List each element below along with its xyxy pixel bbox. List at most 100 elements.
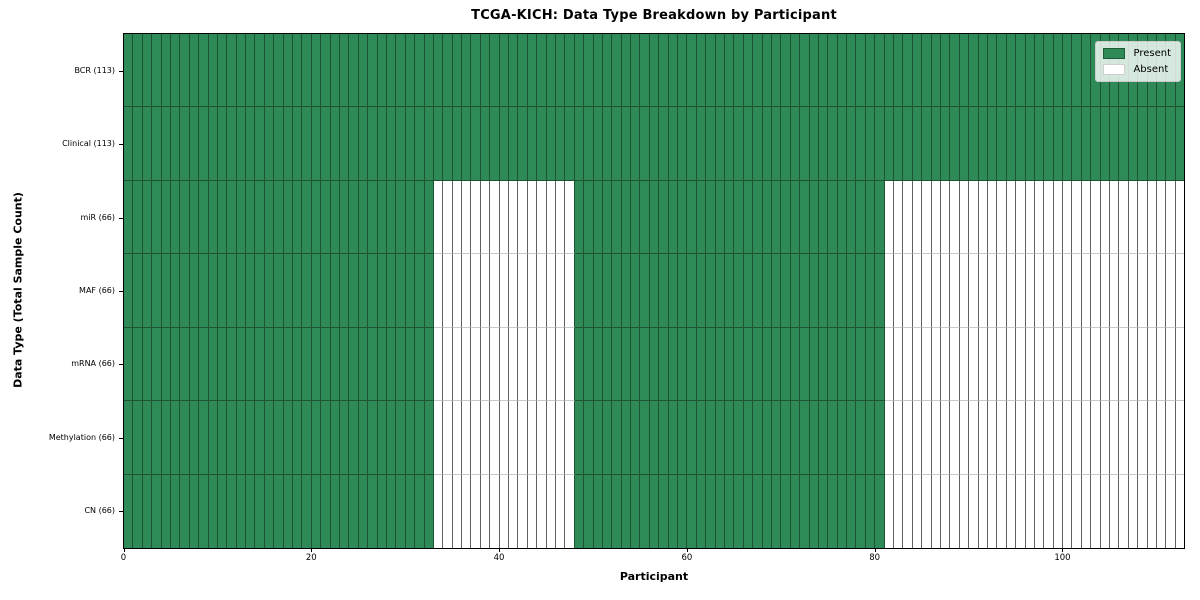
heatmap-cell (818, 474, 829, 548)
heatmap-cell (471, 180, 481, 255)
heatmap-cell (293, 180, 303, 255)
heatmap-cell (621, 401, 632, 475)
heatmap-cell (987, 34, 998, 108)
heatmap-cell (771, 180, 782, 255)
heatmap-cell (283, 34, 294, 108)
heatmap-cell (687, 180, 697, 255)
heatmap-cell (818, 180, 829, 255)
heatmap-cell (1025, 474, 1035, 548)
heatmap-cell (969, 254, 979, 328)
heatmap-cell (283, 180, 294, 255)
heatmap-cell (922, 401, 932, 475)
heatmap-cell (612, 254, 622, 328)
heatmap-cell (621, 327, 632, 402)
heatmap-cell (837, 401, 848, 475)
heatmap-cell (424, 327, 434, 402)
heatmap-cell (499, 474, 510, 548)
heatmap-cell (170, 107, 181, 181)
heatmap-cell (1034, 254, 1045, 328)
legend-absent-label: Absent (1133, 64, 1169, 75)
heatmap-cell (922, 107, 932, 181)
heatmap-cell (762, 107, 772, 181)
heatmap-cell (396, 401, 406, 475)
x-tick-mark (1062, 548, 1064, 552)
heatmap-cell (640, 180, 650, 255)
heatmap-cell (884, 180, 895, 255)
heatmap-cell (1147, 107, 1157, 181)
x-tick-label: 80 (869, 553, 881, 563)
heatmap-cell (678, 254, 688, 328)
heatmap-cell (903, 401, 913, 475)
heatmap-cell (847, 254, 857, 328)
heatmap-cell (940, 327, 951, 402)
heatmap-cell (386, 327, 397, 402)
heatmap-cell (386, 254, 397, 328)
heatmap-cell (1166, 254, 1176, 328)
heatmap-cell (452, 107, 463, 181)
heatmap-cell (1147, 254, 1157, 328)
heatmap-cell (931, 254, 941, 328)
heatmap-cell (978, 474, 988, 548)
heatmap-cell (649, 474, 660, 548)
heatmap-cell (293, 474, 303, 548)
heatmap-cell (790, 327, 801, 402)
heatmap-cell (293, 107, 303, 181)
heatmap-cell (593, 254, 603, 328)
heatmap-cell (480, 107, 491, 181)
heatmap-cell (856, 34, 866, 108)
heatmap-cell (1100, 180, 1111, 255)
heatmap-cell (396, 34, 406, 108)
heatmap-cell (208, 254, 218, 328)
heatmap-cell (509, 34, 519, 108)
heatmap-cell (443, 107, 453, 181)
heatmap-cell (753, 34, 763, 108)
heatmap-cell (687, 254, 697, 328)
heatmap-cell (969, 107, 979, 181)
heatmap-cell (170, 401, 181, 475)
heatmap-cell (978, 401, 988, 475)
heatmap-cell (152, 107, 162, 181)
heatmap-cell (443, 401, 453, 475)
heatmap-cell (715, 474, 725, 548)
heatmap-cell (809, 401, 819, 475)
heatmap-cell (828, 327, 838, 402)
heatmap-cell (753, 474, 763, 548)
heatmap-cell (330, 254, 340, 328)
heatmap-cell (1091, 180, 1101, 255)
heatmap-cell (706, 107, 716, 181)
heatmap-cell (978, 34, 988, 108)
heatmap-cell (809, 254, 819, 328)
heatmap-cell (884, 327, 895, 402)
heatmap-cell (706, 474, 716, 548)
heatmap-cell (734, 401, 744, 475)
heatmap-cell (377, 180, 387, 255)
heatmap-cell (415, 254, 425, 328)
heatmap-cell (696, 180, 707, 255)
x-tick-label: 20 (305, 553, 317, 563)
heatmap-cell (884, 474, 895, 548)
y-tick-label: mRNA (66) (71, 359, 115, 369)
heatmap-cell (377, 327, 387, 402)
heatmap-cell (828, 474, 838, 548)
x-tick-mark (123, 548, 125, 552)
heatmap-cell (1147, 180, 1157, 255)
heatmap-cell (875, 34, 885, 108)
heatmap-cell (809, 327, 819, 402)
heatmap-cell (1016, 327, 1026, 402)
heatmap-cell (574, 327, 585, 402)
heatmap-cell (1100, 254, 1111, 328)
heatmap-cell (227, 107, 237, 181)
heatmap-cell (1128, 474, 1139, 548)
heatmap-cell (781, 34, 791, 108)
heatmap-cell (771, 401, 782, 475)
heatmap-cell (1053, 34, 1064, 108)
heatmap-cell (255, 254, 265, 328)
heatmap-cell (875, 254, 885, 328)
heatmap-cell (199, 254, 209, 328)
heatmap-cell (950, 327, 960, 402)
heatmap-cell (781, 401, 791, 475)
heatmap-cell (161, 254, 171, 328)
heatmap-cell (1175, 180, 1185, 255)
heatmap-cell (499, 34, 510, 108)
heatmap-cell (828, 401, 838, 475)
